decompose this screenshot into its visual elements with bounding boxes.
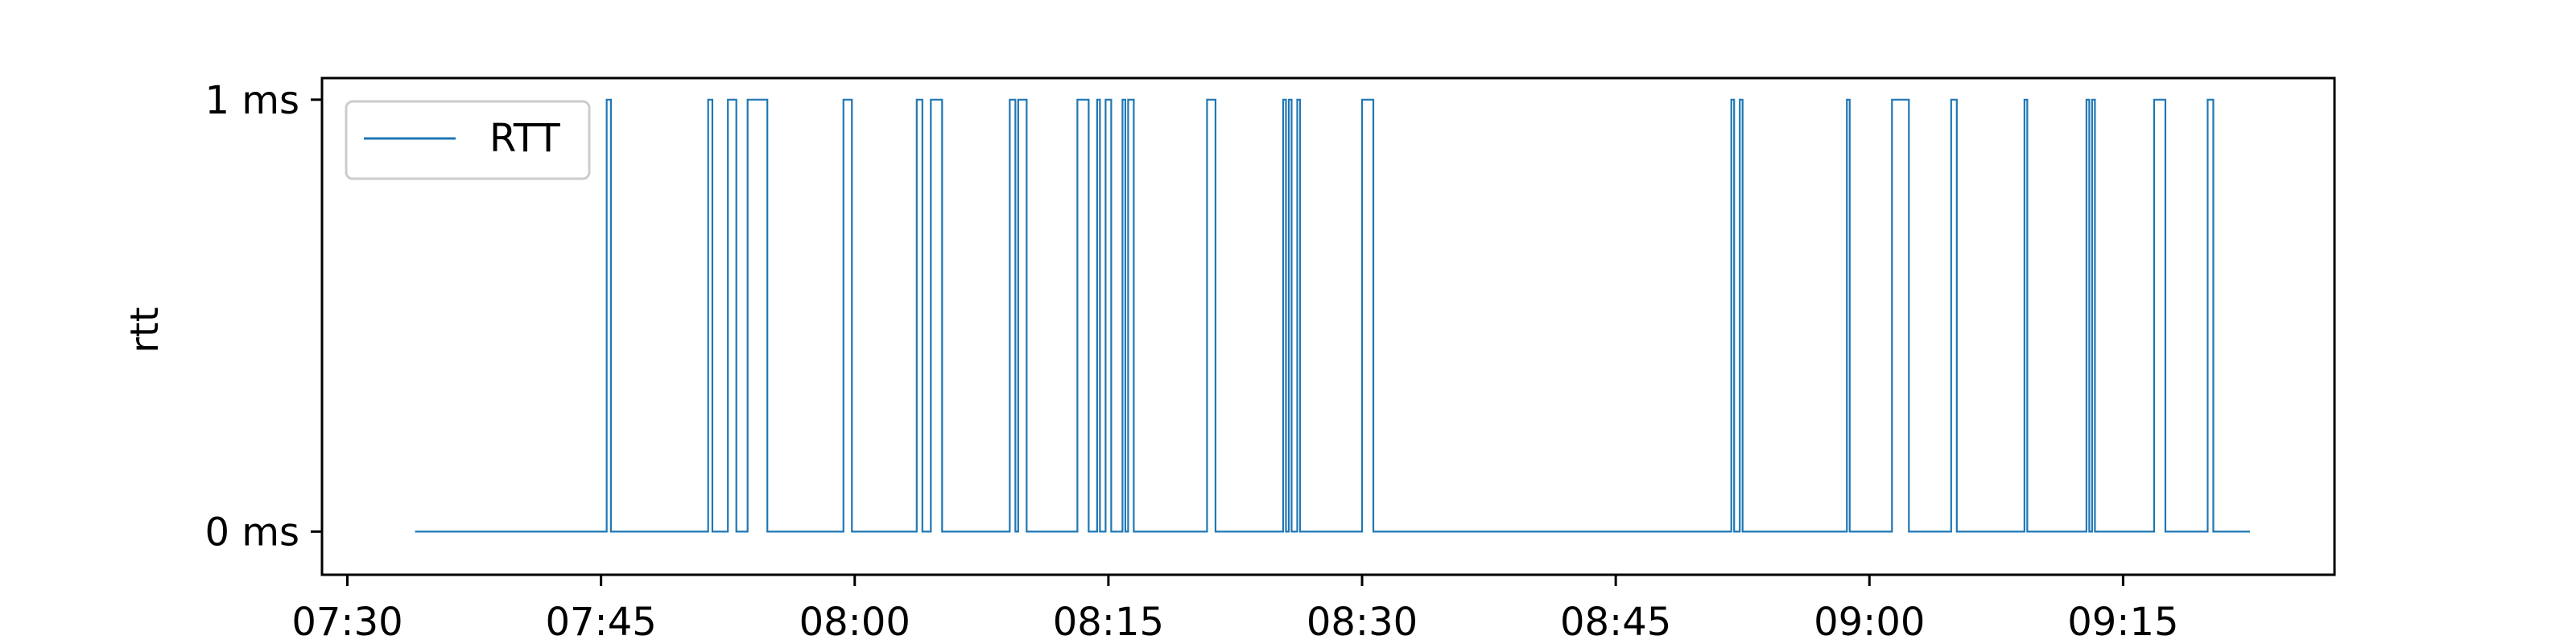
series-line-rtt bbox=[415, 98, 2250, 533]
plot-area bbox=[415, 98, 2250, 533]
x-tick-label: 09:15 bbox=[2067, 600, 2178, 644]
y-tick-label: 1 ms bbox=[204, 78, 299, 123]
x-tick-label: 08:15 bbox=[1053, 600, 1164, 644]
x-tick-label: 07:45 bbox=[545, 600, 656, 644]
x-tick-label: 08:30 bbox=[1307, 600, 1418, 644]
legend-box bbox=[345, 100, 591, 180]
x-axis: 07:30 07:45 08:00 08:15 08:30 08:45 09:00 09:15 bbox=[291, 575, 2179, 644]
y-axis-label: rtt bbox=[122, 307, 167, 353]
x-tick-label: 08:45 bbox=[1560, 600, 1671, 644]
x-tick-label: 08:00 bbox=[799, 600, 910, 644]
x-tick-label: 07:30 bbox=[291, 600, 402, 644]
x-tick-label: 09:00 bbox=[1814, 600, 1925, 644]
axes-frame bbox=[320, 76, 2336, 576]
y-tick-label: 0 ms bbox=[204, 510, 299, 555]
y-axis: 0 ms 1 ms bbox=[204, 78, 322, 555]
legend-label-rtt: RTT bbox=[489, 116, 560, 161]
legend: RTT bbox=[345, 100, 591, 180]
